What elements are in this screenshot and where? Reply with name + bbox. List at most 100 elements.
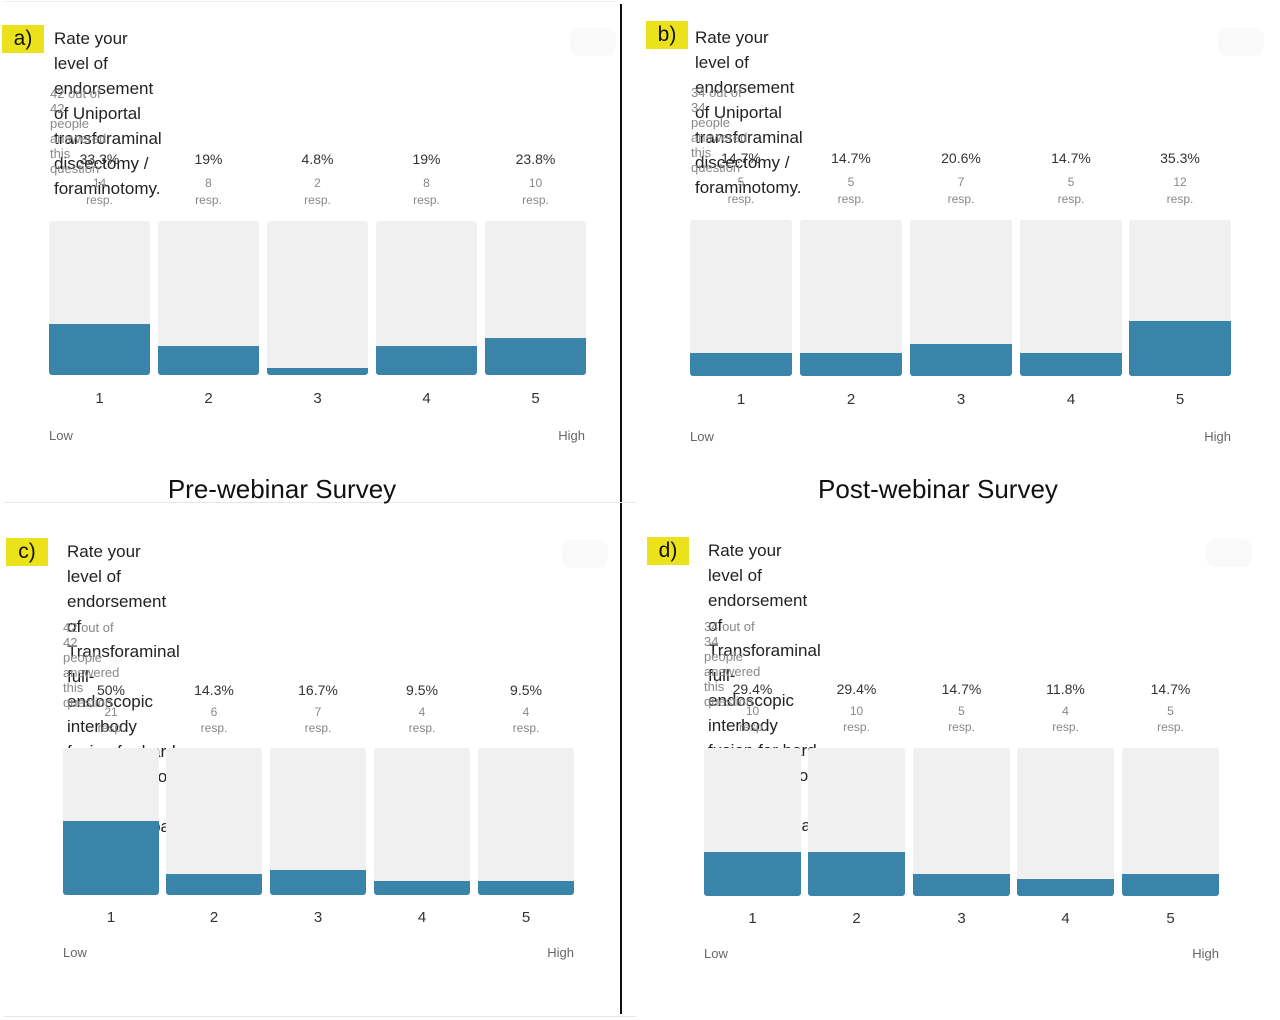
question-text: Rate your level of endorsement of Unipor… bbox=[54, 26, 162, 201]
category-label: 1 bbox=[736, 391, 746, 408]
response-unit: resp. bbox=[1052, 720, 1079, 734]
question-line: Rate your level of endorsement of Transf… bbox=[67, 542, 180, 711]
bar bbox=[1020, 353, 1122, 376]
bar-track bbox=[374, 748, 470, 895]
response-count: 7 bbox=[314, 705, 322, 719]
response-count: 5 bbox=[958, 704, 965, 718]
category-label: 5 bbox=[1175, 391, 1185, 408]
pre-webinar-survey-title: Pre-webinar Survey bbox=[167, 474, 397, 504]
response-unit: resp. bbox=[512, 721, 540, 735]
bar bbox=[49, 324, 150, 375]
bar-column: 14.7% 5 resp. 3 bbox=[913, 0, 1010, 1020]
response-count: 14 bbox=[92, 176, 107, 190]
percent-label: 50% bbox=[96, 682, 126, 698]
response-count: 10 bbox=[745, 704, 760, 718]
response-count: 21 bbox=[104, 705, 118, 719]
bar-column: 20.6% 7 resp. 3 bbox=[910, 0, 1012, 1020]
percent-label: 23.8% bbox=[515, 151, 556, 167]
response-unit: resp. bbox=[304, 193, 331, 207]
category-label: 5 bbox=[1166, 910, 1175, 927]
bar bbox=[158, 346, 259, 375]
bar bbox=[166, 874, 262, 895]
category-label: 4 bbox=[417, 909, 427, 926]
response-unit: resp. bbox=[97, 721, 125, 735]
bar bbox=[376, 346, 477, 375]
response-unit: resp. bbox=[304, 721, 332, 735]
bar bbox=[374, 881, 470, 895]
percent-label: 14.3% bbox=[194, 682, 234, 698]
category-label: 2 bbox=[204, 390, 213, 407]
category-label: 5 bbox=[531, 390, 540, 407]
bar bbox=[913, 874, 1010, 896]
percent-label: 9.5% bbox=[510, 682, 542, 698]
bar-column: 19% 8 resp. 4 bbox=[376, 0, 477, 1020]
response-count: 10 bbox=[528, 176, 543, 190]
bar-track bbox=[913, 748, 1010, 896]
response-unit: resp. bbox=[1157, 720, 1184, 734]
bar-column: 19% 8 resp. 2 bbox=[158, 0, 259, 1020]
panel-label: a) bbox=[2, 25, 44, 53]
response-unit: resp. bbox=[948, 720, 975, 734]
bar-column: 14.7% 5 resp. 1 bbox=[690, 0, 792, 1020]
response-unit: resp. bbox=[837, 192, 865, 206]
bar-column: 11.8% 4 resp. 4 bbox=[1017, 0, 1114, 1020]
category-label: 3 bbox=[956, 391, 966, 408]
bar-column: 14.7% 5 resp. 4 bbox=[1020, 0, 1122, 1020]
question-text: Rate your level of endorsement of Unipor… bbox=[695, 25, 803, 200]
bar bbox=[1129, 321, 1231, 376]
question-line: Rate your level of endorsement of Unipor… bbox=[695, 28, 803, 147]
bar-track bbox=[690, 220, 792, 376]
bar bbox=[690, 353, 792, 376]
bar-track bbox=[800, 220, 902, 376]
high-label: High bbox=[1192, 946, 1219, 961]
bar bbox=[63, 821, 159, 895]
bar-track bbox=[485, 221, 586, 375]
response-unit: resp. bbox=[1057, 192, 1085, 206]
bar bbox=[478, 881, 574, 895]
percent-label: 14.7% bbox=[1150, 681, 1191, 697]
bar-column: 14.7% 5 resp. 2 bbox=[800, 0, 902, 1020]
bar-track bbox=[63, 748, 159, 895]
menu-ghost-icon bbox=[1206, 539, 1252, 567]
category-label: 3 bbox=[313, 909, 323, 926]
bar bbox=[800, 353, 902, 376]
bar-track bbox=[49, 221, 150, 375]
answered-count: 34 out of 34 people answered this questi… bbox=[704, 619, 761, 709]
response-count: 4 bbox=[522, 705, 530, 719]
category-label: 2 bbox=[846, 391, 856, 408]
percent-label: 14.7% bbox=[1051, 150, 1091, 166]
bar-column: 50% 21 resp. 1 bbox=[63, 0, 159, 1020]
response-count: 8 bbox=[423, 176, 430, 190]
bar-track bbox=[1017, 748, 1114, 896]
bar bbox=[1122, 874, 1219, 896]
bar-column: 14.3% 6 resp. 2 bbox=[166, 0, 262, 1020]
response-unit: resp. bbox=[843, 720, 870, 734]
response-count: 5 bbox=[847, 175, 855, 189]
bar-track bbox=[1020, 220, 1122, 376]
response-unit: resp. bbox=[408, 721, 436, 735]
category-label: 3 bbox=[957, 910, 966, 927]
category-label: 4 bbox=[1066, 391, 1076, 408]
category-label: 4 bbox=[1061, 910, 1070, 927]
category-label: 5 bbox=[521, 909, 531, 926]
response-unit: resp. bbox=[195, 193, 222, 207]
percent-label: 19% bbox=[194, 151, 223, 167]
horizontal-divider bbox=[4, 502, 636, 503]
post-webinar-survey-title: Post-webinar Survey bbox=[818, 474, 1058, 504]
bar-track bbox=[1122, 748, 1219, 896]
response-unit: resp. bbox=[413, 193, 440, 207]
percent-label: 35.3% bbox=[1160, 150, 1200, 166]
percent-label: 4.8% bbox=[301, 151, 334, 167]
high-label: High bbox=[558, 428, 585, 443]
panel-label: c) bbox=[6, 538, 48, 566]
low-label: Low bbox=[690, 429, 714, 444]
category-label: 2 bbox=[209, 909, 219, 926]
percent-label: 16.7% bbox=[298, 682, 338, 698]
question-line: Rate your level of endorsement of Unipor… bbox=[54, 29, 162, 148]
menu-ghost-icon bbox=[562, 540, 608, 568]
bar bbox=[267, 368, 368, 375]
response-count: 12 bbox=[1173, 175, 1187, 189]
answered-count: 42 out of 42 people answered this questi… bbox=[63, 620, 120, 710]
category-label: 1 bbox=[95, 390, 104, 407]
percent-label: 11.8% bbox=[1046, 681, 1085, 697]
